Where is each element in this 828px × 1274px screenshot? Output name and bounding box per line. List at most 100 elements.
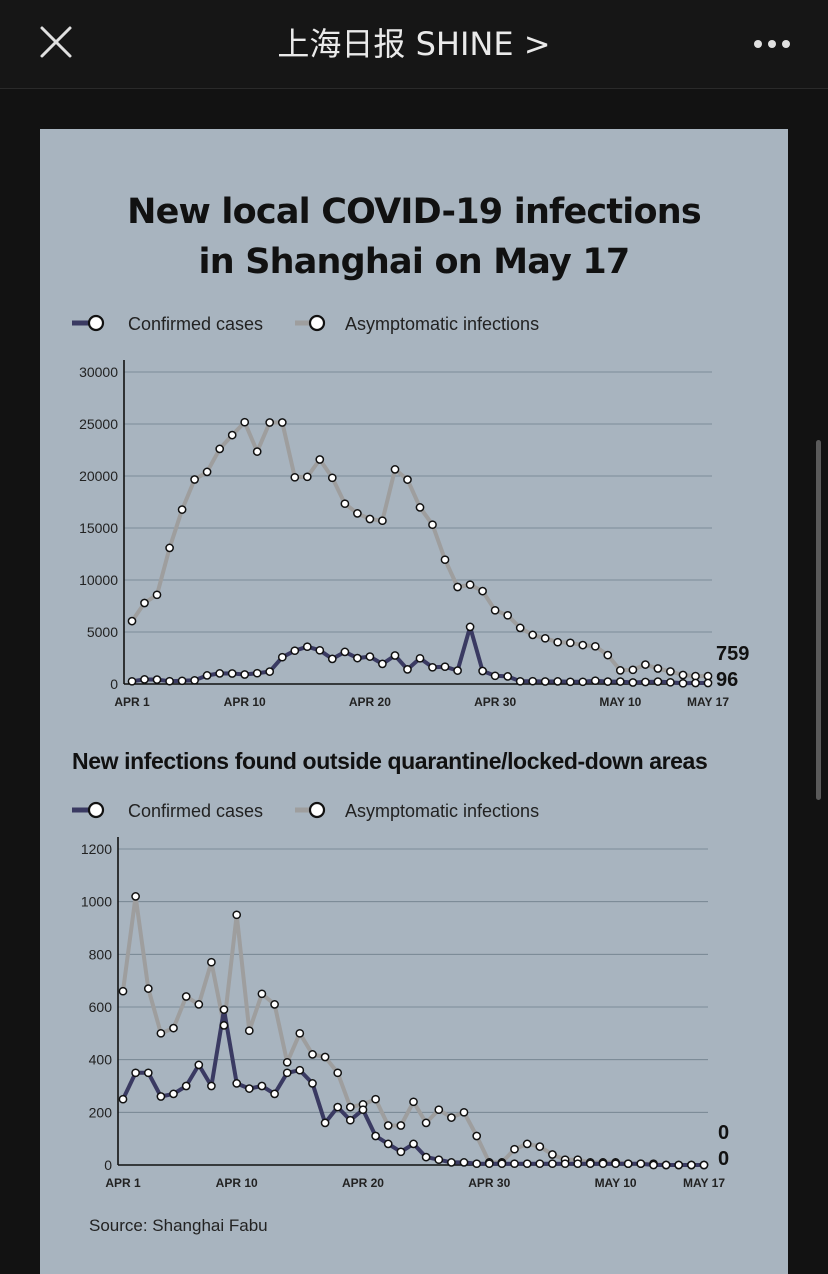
data-point-confirmed (202, 671, 212, 680)
data-point-confirmed (674, 1160, 684, 1170)
data-point-asymptomatic (472, 1131, 482, 1141)
data-point-asymptomatic (691, 671, 700, 681)
data-point-asymptomatic (409, 1097, 418, 1107)
data-point-asymptomatic (365, 514, 375, 524)
data-point-asymptomatic (302, 472, 312, 482)
data-point-confirmed (371, 1131, 380, 1141)
data-point-asymptomatic (535, 1142, 545, 1151)
data-point-asymptomatic (396, 1121, 406, 1130)
data-point-confirmed (490, 671, 500, 681)
data-point-confirmed (691, 678, 700, 688)
data-point-confirmed (565, 677, 575, 687)
data-point-confirmed (244, 1084, 254, 1093)
data-point-asymptomatic (666, 667, 675, 676)
legend-confirmed-label: Confirmed cases (128, 314, 263, 334)
x-tick-label: APR 1 (114, 695, 150, 709)
x-tick-label: APR 20 (349, 695, 391, 709)
close-icon (40, 26, 72, 58)
y-tick-label: 30000 (79, 364, 118, 380)
data-point-asymptomatic (378, 516, 387, 526)
data-point-confirmed (573, 1159, 583, 1169)
end-label-confirmed: 96 (716, 669, 738, 691)
data-point-asymptomatic (219, 1021, 229, 1030)
data-point-asymptomatic (290, 472, 300, 482)
data-point-asymptomatic (169, 1023, 178, 1033)
close-button[interactable] (36, 22, 80, 66)
data-point-confirmed (232, 1079, 242, 1088)
legend2-confirmed-marker (72, 801, 105, 819)
data-point-confirmed (345, 1115, 355, 1125)
data-point-asymptomatic (415, 503, 425, 512)
data-point-confirmed (421, 1152, 431, 1162)
y-tick-label: 800 (89, 946, 113, 962)
data-point-asymptomatic (265, 418, 275, 427)
data-point-asymptomatic (202, 467, 212, 477)
data-point-confirmed (465, 622, 475, 632)
data-point-asymptomatic (277, 418, 287, 427)
y-tick-label: 5000 (87, 624, 118, 640)
data-point-confirmed (678, 678, 688, 688)
data-point-asymptomatic (490, 605, 500, 615)
data-point-confirmed (666, 677, 675, 687)
end-label-asymptomatic: 0 (718, 1122, 729, 1144)
data-point-confirmed (383, 1139, 393, 1149)
data-point-confirmed (447, 1158, 456, 1167)
data-point-confirmed (240, 670, 250, 679)
data-point-confirmed (140, 675, 149, 684)
data-point-confirmed (308, 1079, 317, 1088)
data-point-confirmed (353, 653, 362, 663)
data-point-asymptomatic (244, 1026, 254, 1036)
data-point-asymptomatic (641, 660, 650, 669)
chart2-legend: Confirmed cases Asymptomatic infections (72, 801, 539, 821)
y-tick-label: 600 (89, 999, 113, 1015)
y-tick-label: 200 (89, 1104, 113, 1120)
data-point-confirmed (522, 1159, 532, 1169)
end-label-asymptomatic: 759 (716, 643, 749, 665)
y-tick-label: 10000 (79, 572, 118, 588)
data-point-asymptomatic (131, 892, 140, 901)
y-tick-label: 1200 (81, 841, 112, 857)
data-point-asymptomatic (181, 992, 191, 1001)
data-point-confirmed (127, 676, 137, 686)
scrollbar[interactable] (816, 440, 821, 800)
data-point-confirmed (277, 652, 287, 662)
data-point-asymptomatic (522, 1139, 532, 1149)
data-point-confirmed (396, 1147, 406, 1157)
x-tick-label: APR 1 (105, 1176, 141, 1190)
data-point-asymptomatic (143, 984, 153, 993)
data-point-confirmed (315, 645, 325, 655)
data-point-asymptomatic (315, 455, 325, 464)
data-point-confirmed (290, 646, 300, 656)
infographic-card: New local COVID-19 infections in Shangha… (40, 129, 788, 1274)
chart1-plot: 0 5000 10000 15000 20000 25000 30000 APR 1 APR 1… (79, 360, 749, 709)
legend-asymptomatic-label: Asymptomatic infections (345, 314, 539, 334)
data-point-asymptomatic (459, 1107, 469, 1117)
data-point-confirmed (143, 1068, 153, 1078)
chart1-legend: Confirmed cases Asymptomatic infections (72, 314, 539, 334)
data-point-confirmed (409, 1139, 418, 1149)
data-point-asymptomatic (207, 957, 216, 967)
data-point-asymptomatic (578, 640, 588, 650)
data-point-confirmed (190, 675, 199, 685)
chart-title-line1: New local COVID-19 infections (127, 192, 701, 232)
data-point-asymptomatic (515, 623, 525, 633)
more-options-button[interactable] (748, 30, 796, 58)
data-point-confirmed (503, 672, 513, 681)
data-point-confirmed (641, 677, 650, 687)
data-point-confirmed (252, 668, 262, 678)
data-point-asymptomatic (440, 555, 450, 565)
data-point-asymptomatic (194, 1000, 204, 1009)
data-point-asymptomatic (434, 1105, 444, 1115)
data-point-asymptomatic (215, 444, 225, 454)
data-point-confirmed (623, 1159, 633, 1169)
x-tick-label: MAY 17 (683, 1176, 725, 1190)
data-point-confirmed (118, 1094, 128, 1104)
data-point-confirmed (578, 677, 588, 687)
data-point-confirmed (131, 1068, 140, 1078)
data-point-asymptomatic (327, 473, 337, 483)
legend2-confirmed-label: Confirmed cases (128, 801, 263, 821)
data-point-confirmed (152, 675, 162, 684)
data-point-asymptomatic (553, 637, 563, 647)
account-title-link[interactable]: 上海日报 SHINE > (277, 25, 551, 63)
data-point-asymptomatic (453, 582, 462, 592)
